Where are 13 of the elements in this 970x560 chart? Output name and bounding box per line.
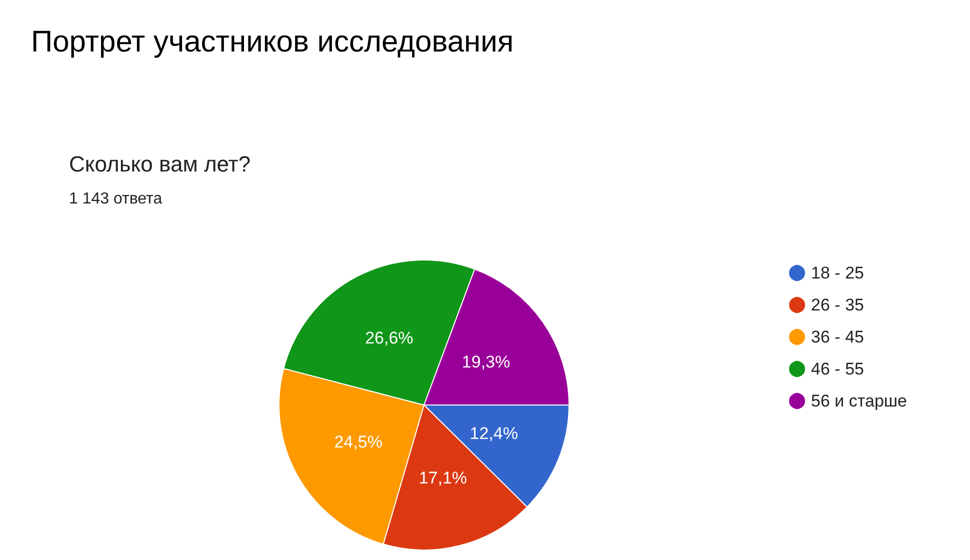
- data-label: 19,3%: [462, 352, 510, 372]
- chart-title: Портрет участников исследования: [31, 26, 514, 58]
- chart-subtitle: Сколько вам лет?: [69, 152, 251, 176]
- data-label: 12,4%: [470, 424, 518, 444]
- data-label: 26,6%: [365, 328, 414, 348]
- legend-label: 26 - 35: [811, 296, 864, 314]
- text: 1 143 ответа: [69, 190, 162, 208]
- legend-label: 18 - 25: [811, 264, 864, 282]
- legend-label: 46 - 55: [811, 360, 864, 378]
- legend-label: 36 - 45: [811, 328, 864, 346]
- data-label: 24,5%: [334, 432, 382, 452]
- data-label: 17,1%: [418, 468, 468, 488]
- legend-label: 56 и старше: [811, 392, 908, 410]
